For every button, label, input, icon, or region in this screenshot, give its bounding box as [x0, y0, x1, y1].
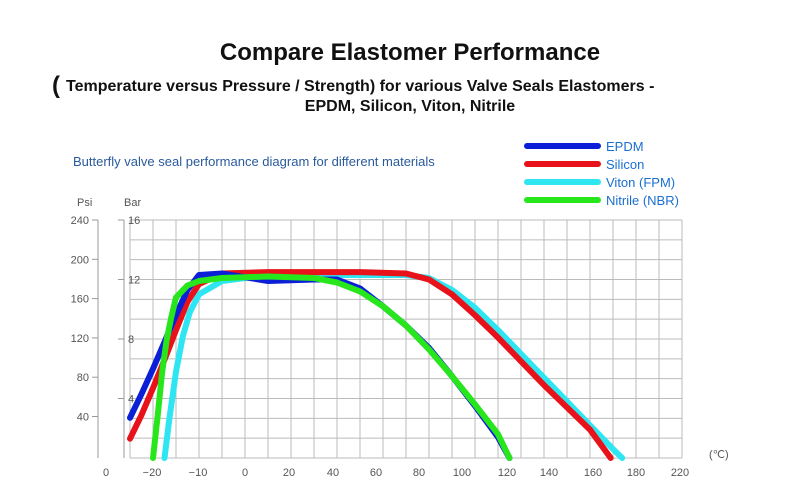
series-line-nitrile-nbr — [150, 273, 513, 461]
legend-label: Nitrile (NBR) — [606, 193, 679, 208]
x-unit-label: (℃) — [709, 449, 729, 461]
x-tick-label: 180 — [627, 467, 645, 479]
y-right-tick-label: 8 — [128, 334, 134, 346]
x-tick-label: 0 — [242, 467, 248, 479]
legend-label: Viton (FPM) — [606, 175, 675, 190]
x-tick-label: −10 — [189, 467, 208, 479]
y-left-tick-label: 160 — [71, 294, 89, 306]
y-right-tick-label: 16 — [128, 215, 140, 227]
y-left-tick-label: 40 — [77, 412, 89, 424]
x-tick-label: 40 — [327, 467, 339, 479]
x-tick-label: 100 — [453, 467, 471, 479]
legend: EPDM Silicon Viton (FPM) Nitrile (NBR) — [524, 139, 679, 208]
legend-label: EPDM — [606, 139, 644, 154]
y-left-tick-label: 80 — [77, 372, 89, 384]
legend-label: Silicon — [606, 157, 644, 172]
x-tick-label: −20 — [143, 467, 162, 479]
x-tick-label: 0 — [103, 467, 109, 479]
y-right-tick-label: 12 — [128, 275, 140, 287]
x-tick-label: 160 — [584, 467, 602, 479]
y-left-tick-label: 120 — [71, 333, 89, 345]
x-tick-label: 120 — [498, 467, 516, 479]
x-tick-label: 20 — [283, 467, 295, 479]
x-tick-label: 80 — [413, 467, 425, 479]
y-left-tick-label: 200 — [71, 254, 89, 266]
y-right-tick-label: 4 — [128, 394, 134, 406]
page-title: Compare Elastomer Performance — [220, 39, 600, 66]
y-right-axis-label: Bar — [124, 197, 141, 209]
x-axis: 0 −20 −10 0 20 40 60 80 100 120 140 160 180 220 — [103, 467, 689, 479]
y-left-axis: 240 200 160 120 80 40 — [71, 215, 99, 458]
series-line-viton-fpm — [161, 272, 626, 461]
chart-caption: Butterfly valve seal performance diagram… — [73, 154, 435, 169]
y-left-axis-label: Psi — [77, 197, 92, 209]
grid — [129, 219, 683, 459]
x-tick-label: 60 — [370, 467, 382, 479]
subtitle-paren: ( — [52, 72, 60, 99]
subtitle-line-2: EPDM, Silicon, Viton, Nitrile — [305, 98, 516, 115]
series-line-silicon — [127, 269, 614, 461]
y-left-tick-label: 240 — [71, 215, 89, 227]
x-tick-label: 140 — [540, 467, 558, 479]
y-right-axis: 16 12 8 4 — [118, 215, 140, 458]
series-lines — [127, 269, 626, 461]
subtitle-line-1: Temperature versus Pressure / Strength) … — [66, 78, 654, 95]
x-tick-label: 220 — [671, 467, 689, 479]
